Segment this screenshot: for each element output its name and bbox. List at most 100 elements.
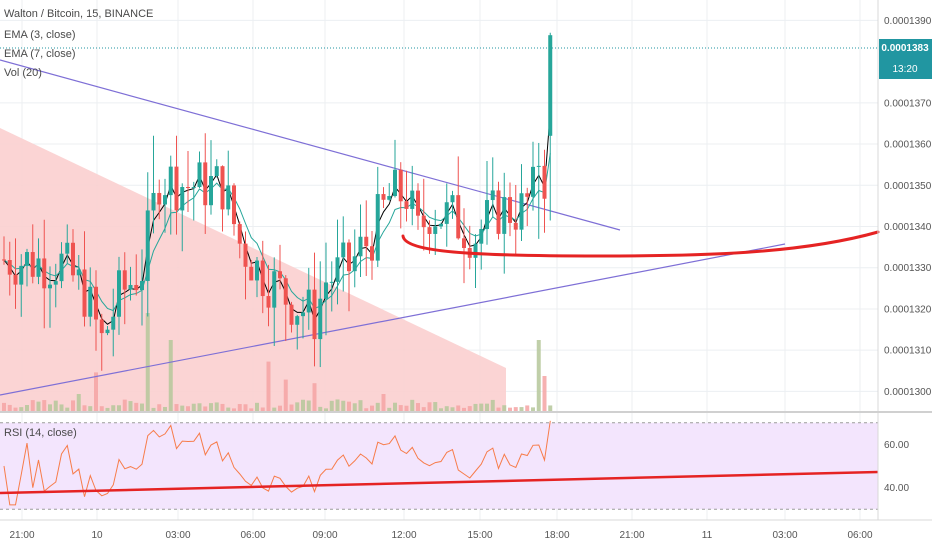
volume-bar: [508, 407, 512, 412]
price-tick-label: 0.0001300: [884, 387, 932, 398]
candle-body: [404, 201, 409, 209]
time-tick-label: 18:00: [544, 530, 569, 541]
volume-bar: [548, 405, 553, 412]
candle-body: [433, 226, 438, 234]
price-tick-label: 0.0001350: [884, 181, 932, 192]
candle-body: [243, 243, 248, 267]
candle-body: [410, 190, 415, 209]
candle-body: [335, 257, 340, 282]
candle-body: [485, 200, 489, 230]
candle-body: [513, 222, 518, 230]
volume-bar: [398, 405, 403, 412]
volume-bar: [364, 408, 369, 412]
candle-body: [421, 215, 426, 228]
candle-body: [272, 271, 277, 308]
volume-bar: [255, 402, 259, 412]
candle-body: [352, 256, 357, 272]
candle-body: [496, 190, 501, 234]
time-tick-label: 10: [91, 530, 103, 541]
price-tick-label: 0.0001360: [884, 140, 932, 151]
candle-body: [508, 197, 512, 223]
candle-body: [536, 165, 541, 167]
candle-body: [278, 271, 282, 279]
volume-bar: [249, 408, 254, 412]
candle-body: [289, 304, 294, 325]
volume-bar: [25, 405, 29, 412]
volume-bar: [289, 404, 294, 412]
volume-bar: [59, 404, 64, 412]
volume-bar: [209, 403, 213, 412]
candle-body: [232, 185, 236, 225]
candle-body: [59, 253, 64, 282]
volume-bar: [381, 394, 386, 412]
candle-body: [111, 316, 116, 330]
volume-bar: [335, 399, 340, 412]
candle-body: [525, 193, 530, 197]
candle-body: [151, 192, 156, 211]
volume-bar: [186, 406, 190, 412]
support-curve: [401, 230, 880, 258]
volume-bar: [128, 401, 133, 412]
price-tick-label: 0.0001320: [884, 304, 932, 315]
time-tick-label: 03:00: [165, 530, 190, 541]
candle-body: [209, 176, 213, 206]
price-tick-label: 0.0001330: [884, 263, 932, 274]
trendlines: [0, 47, 878, 396]
volume-bar: [278, 405, 282, 412]
candle-body: [48, 284, 52, 289]
candle-body: [214, 166, 219, 177]
symbol-legend[interactable]: Walton / Bitcoin, 15, BINANCE: [4, 8, 154, 20]
volume-bar: [76, 394, 81, 412]
volume-bar: [82, 405, 87, 412]
volume-bars: [2, 313, 553, 412]
time-tick-label: 21:00: [619, 530, 644, 541]
volume-bar: [197, 403, 202, 412]
volume-bar: [393, 402, 397, 412]
candle-body: [30, 252, 35, 277]
volume-bar: [473, 403, 478, 412]
volume-bar: [168, 340, 173, 412]
candle-body: [88, 286, 93, 317]
rsi-trendline: [0, 470, 879, 495]
candle-body: [99, 319, 104, 334]
candle-body: [531, 166, 535, 197]
volume-bar: [536, 340, 541, 412]
rsi-line: [3, 420, 551, 506]
volume-bar: [19, 407, 24, 412]
candle-body: [186, 187, 190, 189]
volume-bar: [260, 407, 265, 412]
volume-bar: [232, 408, 236, 412]
volume-bar: [456, 405, 461, 412]
time-tick-label: 06:00: [847, 530, 872, 541]
resistance-trendline: [0, 59, 621, 231]
time-tick-label: 06:00: [240, 530, 265, 541]
volume-bar: [421, 407, 426, 412]
candle-body: [134, 284, 139, 291]
vol-legend[interactable]: Vol (20): [4, 67, 42, 79]
volume-bar: [531, 407, 535, 412]
ema7-legend[interactable]: EMA (7, close): [4, 48, 76, 60]
ema3-legend[interactable]: EMA (3, close): [4, 29, 76, 41]
candle-body: [341, 242, 346, 258]
candle-body: [329, 281, 334, 283]
volume-bar: [502, 405, 507, 412]
volume-bar: [272, 407, 277, 412]
candle-body: [295, 316, 300, 325]
candle-body: [398, 169, 403, 202]
volume-bar: [48, 404, 52, 412]
support-trendline: [0, 243, 786, 396]
candle-body: [168, 166, 173, 196]
rsi-legend[interactable]: RSI (14, close): [4, 427, 77, 439]
candle-body: [7, 260, 12, 275]
volume-bar: [347, 401, 351, 412]
candles: [2, 32, 553, 371]
volume-bar: [163, 406, 167, 412]
volume-bar: [140, 403, 144, 412]
candle-body: [462, 238, 466, 249]
volume-bar: [157, 404, 162, 412]
candle-body: [197, 162, 202, 188]
volume-bar: [283, 379, 288, 412]
candle-body: [122, 270, 127, 290]
volume-bar: [433, 402, 438, 412]
candle-body: [519, 193, 524, 230]
